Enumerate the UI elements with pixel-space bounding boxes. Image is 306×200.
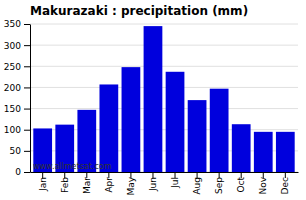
y-tick-mark <box>24 172 30 173</box>
bars <box>33 26 294 172</box>
y-tick-mark <box>24 66 30 67</box>
bar <box>99 84 118 172</box>
x-tick: May <box>126 172 136 196</box>
x-tick-label: May <box>126 176 136 195</box>
y-tick: 250 <box>4 62 30 72</box>
x-tick-label: Jan <box>38 177 48 192</box>
grid-line <box>30 45 298 46</box>
x-tick: Aug <box>192 172 202 195</box>
x-tick-label: Feb <box>60 177 70 193</box>
x-axis: Jan Feb Mar Apr May Jun Jul Aug Sep Oct Nov Dec <box>31 172 299 196</box>
y-tick-mark <box>24 45 30 46</box>
x-tick: Jul <box>170 172 180 189</box>
grid-line <box>30 66 298 67</box>
y-axis: 0 50 100 150 200 250 300 350 <box>4 19 31 177</box>
grid-line <box>30 24 298 25</box>
x-tick-label: Mar <box>82 177 92 194</box>
y-tick-mark <box>24 109 30 110</box>
bar <box>276 132 295 172</box>
y-tick: 100 <box>4 125 30 135</box>
x-tick-label: Aug <box>192 177 202 195</box>
y-tick-mark <box>24 24 30 25</box>
x-tick: Mar <box>82 172 92 194</box>
x-tick-label: Nov <box>258 176 268 194</box>
bar <box>122 67 141 172</box>
y-tick: 300 <box>4 41 30 51</box>
x-tick: Jun <box>148 172 158 192</box>
y-tick-label: 0 <box>15 167 21 177</box>
y-tick: 0 <box>15 167 30 177</box>
x-tick-label: Apr <box>104 177 114 193</box>
x-tick-label: Sep <box>214 177 224 194</box>
grid <box>30 24 298 172</box>
x-tick: Oct <box>236 172 246 193</box>
chart: 050100150200250300350JanFebMarAprMayJunJ… <box>0 0 306 200</box>
y-tick-label: 300 <box>4 41 21 51</box>
x-tick-label: Dec <box>280 177 290 194</box>
y-tick: 350 <box>4 19 30 29</box>
y-tick-mark <box>24 130 30 131</box>
x-tick: Feb <box>60 172 70 193</box>
x-tick: Nov <box>258 172 268 195</box>
y-tick-label: 100 <box>4 125 21 135</box>
grid-line <box>30 108 298 109</box>
y-tick-mark <box>24 87 30 88</box>
bar <box>166 72 185 172</box>
bar <box>188 100 207 172</box>
y-tick-label: 350 <box>4 19 21 29</box>
y-tick: 50 <box>10 146 30 156</box>
y-tick-label: 150 <box>4 104 21 114</box>
x-tick: Jan <box>38 172 48 192</box>
bar <box>254 132 273 172</box>
y-tick-label: 200 <box>4 83 21 93</box>
y-tick: 150 <box>4 104 30 114</box>
bar <box>210 89 229 172</box>
y-axis-line <box>30 25 31 173</box>
x-tick: Apr <box>104 172 114 193</box>
y-tick: 200 <box>4 83 30 93</box>
bar <box>232 124 251 172</box>
x-tick-label: Jun <box>148 177 158 192</box>
plot-area: 050100150200250300350JanFebMarAprMayJunJ… <box>4 19 299 195</box>
x-axis-line <box>31 172 299 173</box>
title: Makurazaki : precipitation (mm) <box>30 4 248 18</box>
annotation: www.allmetsat.com <box>33 162 112 171</box>
y-tick-label: 250 <box>4 62 21 72</box>
grid-line <box>30 87 298 88</box>
y-tick-mark <box>24 151 30 152</box>
y-tick-label: 50 <box>10 146 22 156</box>
x-tick-label: Oct <box>236 177 246 193</box>
bar <box>144 26 163 172</box>
x-tick: Sep <box>214 172 224 194</box>
x-tick-label: Jul <box>170 177 180 189</box>
x-tick: Dec <box>280 172 290 194</box>
